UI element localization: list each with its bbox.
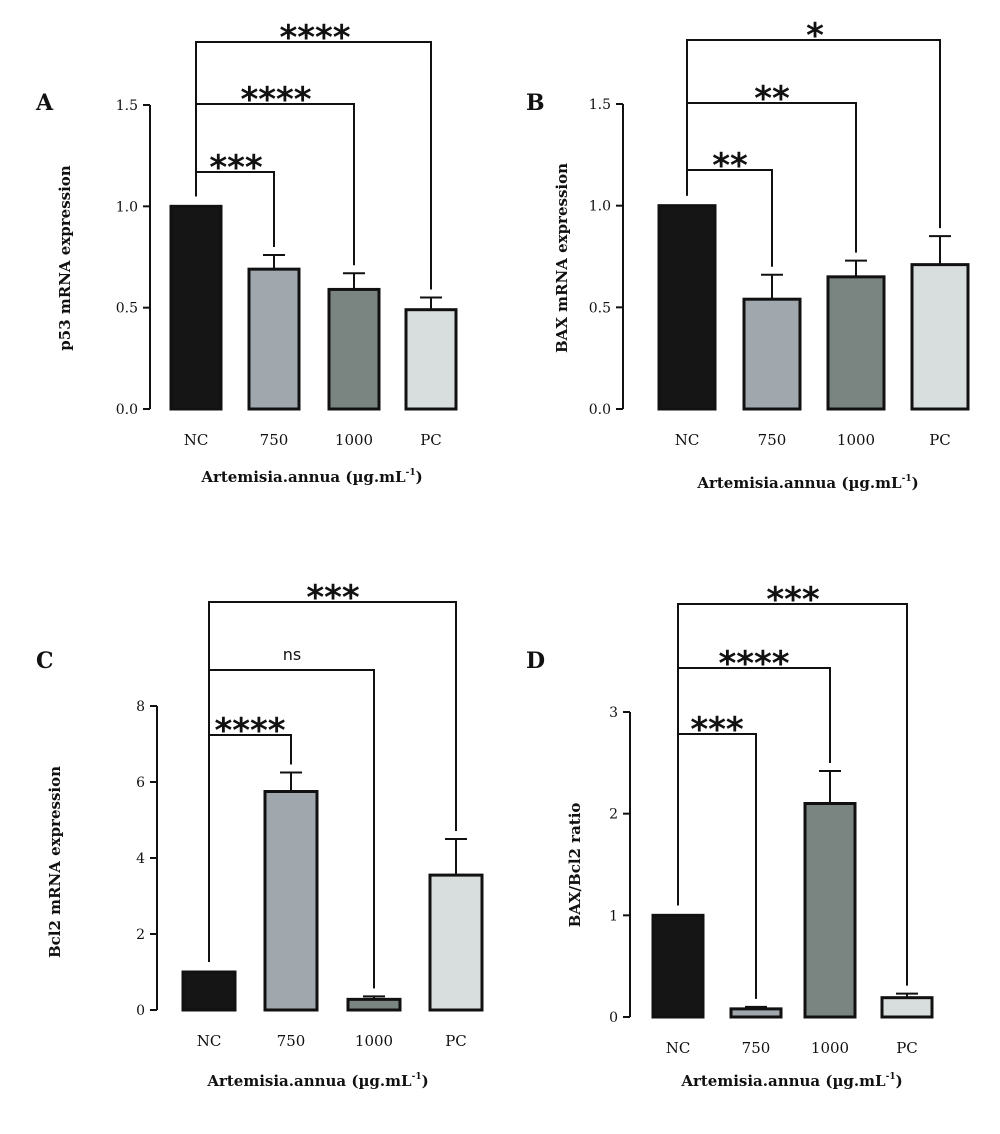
significance-label: *** [306,578,360,618]
y-tick-label: 0.5 [116,301,138,317]
y-tick-label: 1.0 [589,199,611,215]
bar-PC [910,263,970,411]
bar-1000 [826,275,886,411]
significance-label: * [806,16,824,56]
y-axis-label: p53 mRNA expression [56,165,74,351]
bar-NC [169,204,223,411]
bar-750 [742,297,802,411]
category-label: PC [929,431,951,449]
y-tick-label: 1.5 [116,98,138,114]
y-tick-label: 1.0 [116,199,138,215]
x-axis-label: Artemisia.annua (µg.mL-1) [200,468,422,486]
x-axis-label: Artemisia.annua (µg.mL-1) [696,474,918,492]
bar-750 [263,790,319,1012]
category-label: NC [675,431,700,449]
y-tick-label: 0 [136,1003,145,1019]
bar-PC [404,308,458,411]
bar-1000 [803,802,857,1019]
significance-label: *** [690,710,744,750]
y-tick-label: 8 [136,699,145,715]
panel-letter: B [526,90,545,116]
y-tick-label: 1 [609,908,618,924]
panel-letter: C [36,648,54,674]
panel-letter: A [35,90,54,116]
significance-label: **** [240,80,311,120]
category-label: 750 [260,431,289,449]
bar-NC [657,204,717,411]
bar-PC [880,996,934,1019]
category-label: 750 [758,431,787,449]
y-axis-label: Bcl2 mRNA expression [46,766,64,958]
category-label: 1000 [355,1032,393,1050]
category-label: NC [184,431,209,449]
significance-label: *** [209,148,263,188]
significance-label: ns [283,645,301,664]
category-label: 750 [277,1032,306,1050]
bar-1000 [346,997,402,1012]
panel-a: A p53 mRNA expression Artemisia.annua (µ… [35,18,458,486]
significance-label: **** [279,18,350,58]
y-tick-label: 2 [609,807,618,823]
bar-750 [729,1007,783,1019]
y-tick-label: 1.5 [589,97,611,113]
category-label: PC [445,1032,467,1050]
significance-label: ** [754,79,790,119]
y-tick-label: 0.5 [589,300,611,316]
significance-label: **** [214,711,285,751]
y-tick-label: 0.0 [116,402,138,418]
y-tick-label: 2 [136,927,145,943]
category-label: 750 [742,1039,771,1057]
y-tick-label: 0 [609,1010,618,1026]
y-tick-label: 4 [136,851,145,867]
bar-PC [428,873,484,1012]
panel-letter: D [526,648,545,674]
category-label: NC [666,1039,691,1057]
category-label: NC [197,1032,222,1050]
category-label: 1000 [335,431,373,449]
x-axis-label: Artemisia.annua (µg.mL-1) [680,1072,902,1090]
y-tick-label: 6 [136,775,145,791]
y-axis-label: BAX/Bcl2 ratio [566,803,584,928]
x-axis-label: Artemisia.annua (µg.mL-1) [206,1072,428,1090]
category-label: 1000 [837,431,875,449]
plot-area: 0.00.51.01.5NC 750 1000 PC*********** [116,18,458,449]
panel-c: C Bcl2 mRNA expression Artemisia.annua (… [36,578,484,1090]
bar-750 [247,267,301,411]
significance-bracket [208,601,457,962]
category-label: PC [896,1039,918,1057]
plot-area: 0 2 4 6 8 NC 750 1000 PC **** ns *** [136,578,484,1050]
significance-label: **** [718,644,789,684]
y-tick-label: 0.0 [589,402,611,418]
panel-d: D BAX/Bcl2 ratio Artemisia.annua (µg.mL-… [526,580,934,1090]
panel-b: B BAX mRNA expression Artemisia.annua (µ… [526,16,970,492]
significance-label: ** [712,146,748,186]
plot-area: 0.00.51.01.5NC 750 1000 PC***** [589,16,970,449]
significance-bracket [195,41,432,290]
bar-NC [651,913,705,1019]
significance-bracket [677,603,908,986]
y-tick-label: 3 [609,705,618,721]
y-axis-label: BAX mRNA expression [553,163,571,353]
bar-NC [181,970,237,1012]
bar-1000 [327,287,381,411]
significance-bracket [686,39,941,229]
significance-label: *** [766,580,820,620]
category-label: PC [420,431,442,449]
category-label: 1000 [811,1039,849,1057]
